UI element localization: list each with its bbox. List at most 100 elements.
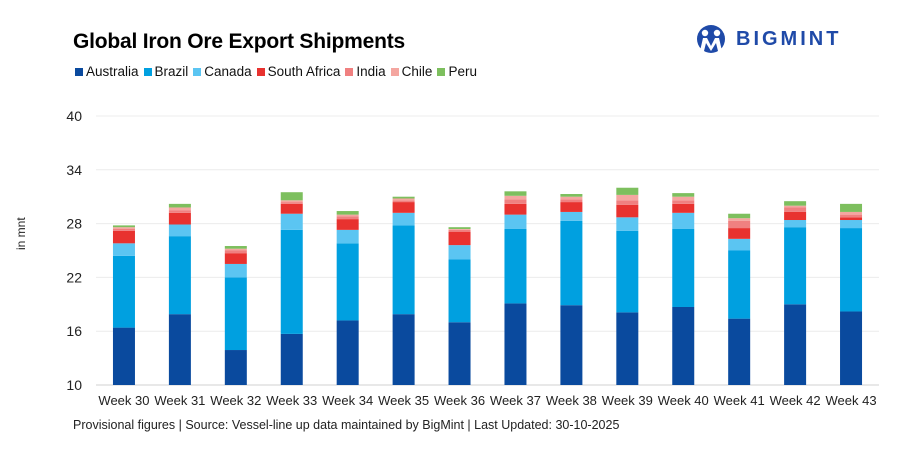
- bar-segment-south-africa: [784, 211, 807, 221]
- x-tick-label: Week 32: [210, 393, 261, 408]
- bar-segment-australia: [560, 305, 583, 385]
- bar-segment-canada: [504, 214, 527, 229]
- legend-swatch: [143, 67, 152, 76]
- bar-segment-india: [392, 200, 415, 203]
- bar-segment-australia: [392, 314, 415, 385]
- bar-segment-peru: [336, 211, 359, 215]
- y-tick-label: 28: [66, 216, 82, 232]
- legend-item-chile: Chile: [390, 64, 432, 79]
- bar-segment-canada: [224, 263, 247, 278]
- bar-stack-week-39: [616, 187, 639, 385]
- bar-segment-australia: [280, 333, 303, 385]
- bar-segment-chile: [112, 227, 135, 229]
- legend-item-peru: Peru: [437, 64, 477, 79]
- bar-segment-brazil: [840, 228, 863, 312]
- bar-segment-brazil: [728, 250, 751, 319]
- chart-title: Global Iron Ore Export Shipments: [73, 30, 405, 53]
- y-tick-label: 22: [66, 269, 82, 285]
- x-tick-label: Week 38: [546, 393, 597, 408]
- bar-segment-australia: [672, 306, 695, 385]
- bar-segment-canada: [336, 229, 359, 244]
- bar-segment-brazil: [168, 236, 191, 315]
- brand-name: BIGMINT: [736, 27, 842, 50]
- bar-segment-chile: [504, 195, 527, 200]
- bar-segment-peru: [504, 191, 527, 196]
- bar-segment-south-africa: [840, 217, 863, 221]
- bar-segment-india: [840, 214, 863, 218]
- bar-segment-chile: [168, 207, 191, 211]
- source-note: Provisional figures | Source: Vessel-lin…: [73, 418, 620, 432]
- bar-segment-australia: [336, 320, 359, 385]
- bar-segment-chile: [728, 218, 751, 221]
- x-tick-label: Week 34: [322, 393, 373, 408]
- legend-item-brazil: Brazil: [143, 64, 189, 79]
- bar-segment-india: [616, 200, 639, 205]
- bar-segment-australia: [168, 314, 191, 385]
- bar-segment-india: [448, 229, 471, 232]
- bar-segment-peru: [280, 192, 303, 201]
- bar-segment-australia: [728, 318, 751, 385]
- bar-segment-canada: [728, 238, 751, 251]
- x-tick-label: Week 37: [490, 393, 541, 408]
- x-tick-label: Week 43: [825, 393, 876, 408]
- bar-segment-south-africa: [672, 203, 695, 213]
- bar-segment-south-africa: [560, 202, 583, 212]
- bar-stack-week-32: [224, 246, 247, 385]
- bar-segment-peru: [448, 227, 471, 229]
- bar-segment-peru: [784, 201, 807, 206]
- x-tick-label: Week 35: [378, 393, 429, 408]
- bar-segment-australia: [784, 304, 807, 385]
- bar-segment-india: [784, 207, 807, 212]
- bar-stack-week-35: [392, 196, 415, 385]
- bar-segment-south-africa: [392, 202, 415, 213]
- bar-segment-south-africa: [336, 219, 359, 230]
- bar-segment-peru: [616, 187, 639, 195]
- bar-segment-south-africa: [168, 212, 191, 225]
- bar-segment-brazil: [560, 220, 583, 306]
- bar-stack-week-34: [336, 211, 359, 385]
- bar-segment-canada: [392, 212, 415, 226]
- bar-segment-peru: [112, 225, 135, 228]
- bar-stack-week-40: [672, 193, 695, 385]
- legend-label: South Africa: [267, 64, 341, 79]
- bar-segment-brazil: [280, 229, 303, 334]
- legend-label: Australia: [86, 64, 139, 79]
- bar-segment-india: [224, 250, 247, 254]
- x-tick-label: Week 39: [602, 393, 653, 408]
- bar-segment-canada: [616, 217, 639, 231]
- bar-segment-chile: [392, 198, 415, 201]
- bar-segment-brazil: [784, 227, 807, 305]
- bar-segment-brazil: [448, 259, 471, 323]
- legend-swatch: [256, 67, 265, 76]
- bar-segment-india: [112, 228, 135, 231]
- bar-segment-chile: [224, 248, 247, 251]
- bar-segment-brazil: [112, 255, 135, 328]
- bar-segment-chile: [336, 214, 359, 217]
- bar-segment-australia: [504, 303, 527, 385]
- bar-segment-chile: [784, 205, 807, 208]
- bar-segment-south-africa: [728, 228, 751, 239]
- legend-swatch: [437, 67, 446, 76]
- bar-segment-brazil: [616, 230, 639, 313]
- bar-segment-brazil: [336, 243, 359, 321]
- bar-segment-brazil: [392, 225, 415, 315]
- bar-segment-australia: [224, 350, 247, 385]
- bar-segment-australia: [840, 311, 863, 385]
- legend-label: Brazil: [154, 64, 189, 79]
- y-tick-label: 34: [66, 162, 82, 178]
- legend-swatch: [193, 67, 202, 76]
- bar-segment-peru: [728, 213, 751, 219]
- legend-swatch: [75, 67, 83, 76]
- bar-segment-india: [560, 199, 583, 203]
- bar-segment-chile: [560, 196, 583, 200]
- bar-segment-australia: [112, 327, 135, 385]
- bar-segment-chile: [616, 194, 639, 201]
- bar-segment-canada: [448, 245, 471, 260]
- x-tick-label: Week 30: [98, 393, 149, 408]
- bar-segment-south-africa: [112, 230, 135, 244]
- x-tick-label: Week 33: [266, 393, 317, 408]
- y-tick-label: 40: [66, 108, 82, 124]
- y-tick-label: 10: [66, 377, 82, 393]
- bar-segment-canada: [672, 212, 695, 229]
